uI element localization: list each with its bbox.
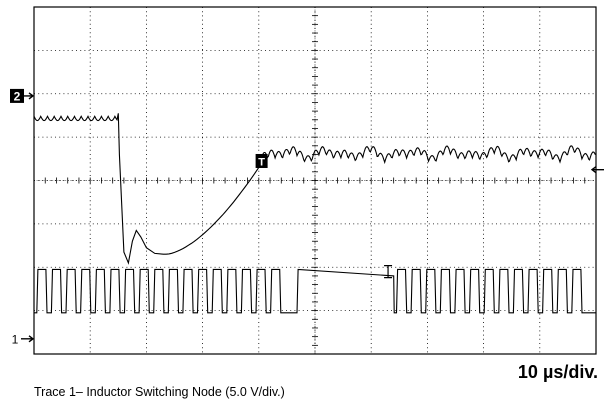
channel-2-marker <box>10 88 24 103</box>
trigger-level-arrow <box>590 166 604 174</box>
scope-grid <box>33 6 597 355</box>
timebase-label: 10 µs/div. <box>517 362 598 382</box>
cursor-marker <box>384 264 393 279</box>
scope-markers: 2 1 T <box>10 88 604 346</box>
trigger-marker-label: T <box>258 156 265 168</box>
oscilloscope-plot: 2 1 T <box>10 6 604 355</box>
channel-1-label: 1 <box>12 332 19 346</box>
trace-channel-1 <box>34 268 596 314</box>
channel-2-label: 2 <box>14 89 21 103</box>
channel-1-arrow <box>21 335 35 343</box>
trigger-marker <box>255 153 268 168</box>
trace-channel-2 <box>33 113 596 265</box>
trace-caption: Trace 1– Inductor Switching Node (5.0 V/… <box>34 385 285 399</box>
scope-traces <box>33 113 596 314</box>
channel-2-arrow <box>24 92 35 100</box>
